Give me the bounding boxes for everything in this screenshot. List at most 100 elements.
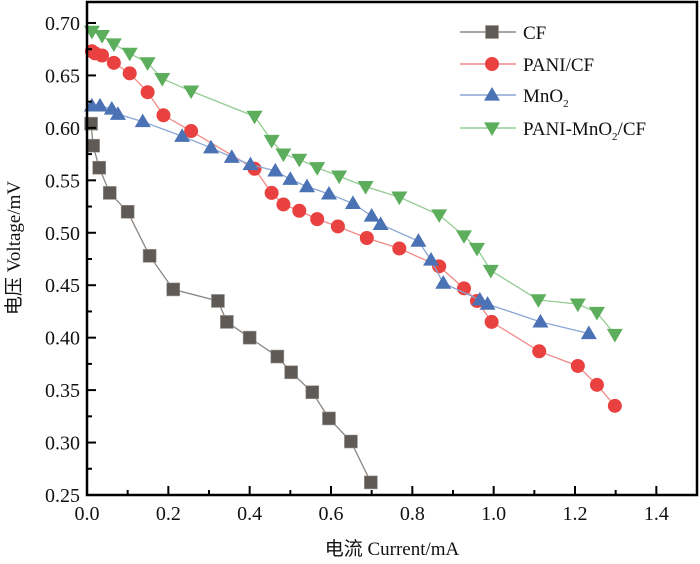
data-point xyxy=(139,57,156,71)
x-tick-label: 0.2 xyxy=(156,503,181,525)
data-point xyxy=(121,47,138,62)
y-tick-label: 0.30 xyxy=(45,433,80,455)
legend-marker xyxy=(485,25,499,39)
data-point xyxy=(242,156,259,171)
data-point xyxy=(344,195,361,209)
data-point xyxy=(471,291,488,306)
x-tick-label: 0.8 xyxy=(400,503,425,525)
data-point xyxy=(320,185,337,200)
data-point xyxy=(392,241,407,256)
legend-marker xyxy=(484,87,500,101)
data-point xyxy=(431,209,448,223)
y-tick-label: 0.70 xyxy=(45,13,80,35)
y-axis-ticks: 0.25 0.30 0.35 0.40 0.45 0.50 0.55 0.60 0.65 0.70 xyxy=(45,13,96,507)
data-point xyxy=(106,55,121,70)
data-point xyxy=(588,306,605,321)
data-point xyxy=(220,315,234,329)
data-point xyxy=(292,203,307,218)
data-point xyxy=(359,231,374,246)
y-tick-label: 0.60 xyxy=(45,118,80,140)
data-point xyxy=(246,110,263,125)
data-point xyxy=(569,298,586,313)
data-point xyxy=(156,108,171,123)
series-line xyxy=(91,105,589,335)
data-point xyxy=(532,344,547,359)
data-point xyxy=(410,233,427,247)
data-point xyxy=(92,97,109,112)
legend-item: PANI-MnO2/CF xyxy=(460,119,646,143)
y-tick-label: 0.65 xyxy=(45,65,80,87)
y-tick-label: 0.45 xyxy=(45,275,80,297)
legend-label-text: MnO xyxy=(523,86,563,107)
data-point xyxy=(276,197,291,212)
data-point xyxy=(570,358,585,373)
x-tick-label: 1.2 xyxy=(563,503,588,525)
data-point xyxy=(270,349,285,364)
legend-label: PANI-MnO2/CF xyxy=(523,119,646,143)
x-tick-label: 1.4 xyxy=(644,503,669,525)
data-point xyxy=(423,252,440,266)
data-point xyxy=(607,398,622,413)
data-point xyxy=(456,281,471,296)
data-point xyxy=(330,219,345,234)
legend-label-text: PANI/CF xyxy=(523,55,594,76)
data-point xyxy=(322,411,336,426)
data-point xyxy=(344,434,358,449)
legend-label-text: CF xyxy=(523,23,546,44)
data-point xyxy=(203,139,220,154)
data-point xyxy=(530,294,547,308)
data-point xyxy=(284,365,298,380)
data-point xyxy=(291,153,308,168)
legend-label: CF xyxy=(523,23,546,44)
data-point xyxy=(183,85,200,100)
data-point xyxy=(484,314,499,329)
data-point xyxy=(211,294,225,308)
legend-label: MnO2 xyxy=(523,86,569,110)
data-point xyxy=(435,275,452,289)
series-mno2 xyxy=(83,97,597,340)
data-point xyxy=(95,48,110,63)
data-point xyxy=(372,216,389,230)
data-point xyxy=(154,72,171,87)
data-point xyxy=(263,134,280,149)
data-point xyxy=(305,385,320,400)
data-point xyxy=(242,330,257,345)
y-tick-label: 0.35 xyxy=(45,380,80,402)
data-point xyxy=(299,178,316,193)
x-tick-label: 1.0 xyxy=(481,503,506,525)
data-point xyxy=(140,85,155,100)
data-point xyxy=(105,38,122,52)
legend-subscript: 2 xyxy=(612,131,618,143)
series-pani-mno2-cf xyxy=(83,25,623,343)
series-layer xyxy=(83,25,623,490)
legend-item: MnO2 xyxy=(460,86,569,110)
data-point xyxy=(606,328,623,343)
x-axis-ticks: 0.0 0.2 0.4 0.6 0.8 1.0 1.2 1.4 xyxy=(75,486,669,525)
legend-marker xyxy=(485,57,499,71)
data-point xyxy=(223,149,240,163)
data-point xyxy=(267,162,284,177)
data-point xyxy=(282,171,299,185)
x-axis-title: 电流 Current/mA xyxy=(325,538,460,560)
data-point xyxy=(363,207,380,222)
x-tick-label: 0.4 xyxy=(237,503,262,525)
data-point xyxy=(134,113,151,128)
y-tick-label: 0.55 xyxy=(45,170,80,192)
data-point xyxy=(310,212,325,227)
legend-label: PANI/CF xyxy=(523,55,594,76)
legend-label-text: PANI-MnO xyxy=(523,119,612,140)
data-point xyxy=(364,475,378,490)
data-point xyxy=(357,181,374,195)
data-point xyxy=(102,186,117,200)
data-point xyxy=(580,325,597,340)
plot-frame xyxy=(85,0,699,497)
data-point xyxy=(86,138,100,153)
data-point xyxy=(264,185,279,200)
data-point xyxy=(120,204,135,219)
legend-marker xyxy=(484,122,500,136)
data-point xyxy=(109,106,126,120)
data-point xyxy=(275,148,292,163)
y-tick-label: 0.50 xyxy=(45,223,80,245)
legend-label-text: /CF xyxy=(618,119,647,140)
